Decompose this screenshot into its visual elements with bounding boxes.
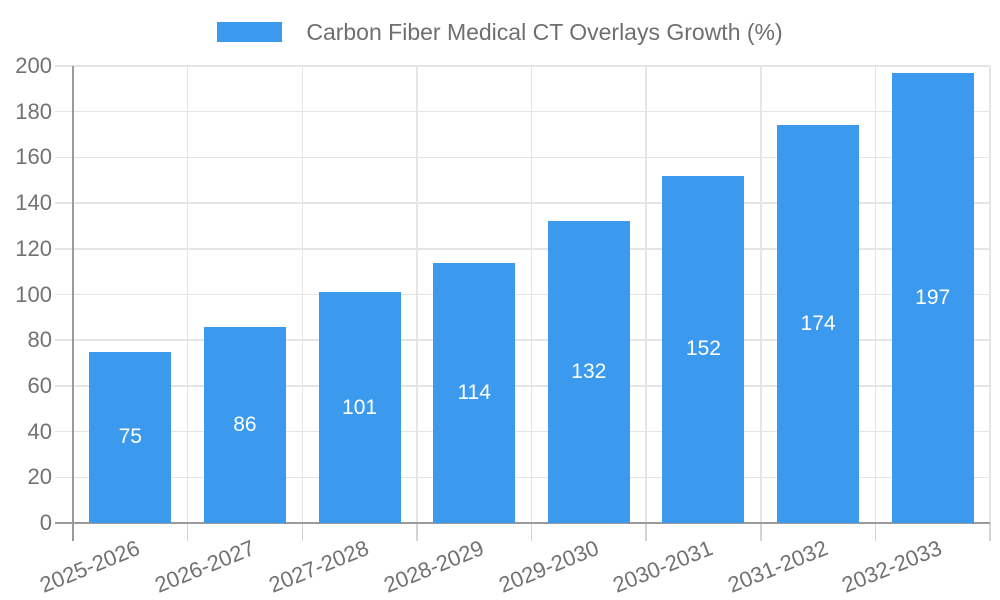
x-axis-category-label: 2032-2033 <box>838 535 946 598</box>
gridline-vertical <box>301 66 303 523</box>
y-axis-tick-label: 60 <box>27 372 52 398</box>
gridline-vertical <box>874 66 877 523</box>
bar-value-label: 86 <box>233 412 257 436</box>
x-axis-category-label: 2029-2030 <box>494 535 602 598</box>
gridline-horizontal <box>55 476 990 479</box>
gridline-horizontal <box>55 339 990 341</box>
bar-2031-2032[interactable]: 174 <box>777 125 860 523</box>
x-axis-tick <box>874 523 877 541</box>
x-axis-tick <box>301 523 303 541</box>
x-axis-category-label: 2026-2027 <box>151 535 258 598</box>
gridline-vertical <box>416 66 418 523</box>
gridline-vertical <box>186 66 189 523</box>
bar-value-label: 152 <box>685 337 721 361</box>
bar-2029-2030[interactable]: 132 <box>547 221 630 523</box>
bar-2030-2031[interactable]: 152 <box>662 175 745 523</box>
x-axis-category-label: 2027-2028 <box>265 535 373 598</box>
y-axis-tick-label: 80 <box>27 327 52 353</box>
legend-item[interactable]: Carbon Fiber Medical CT Overlays Growth … <box>217 19 783 45</box>
bar-value-label: 75 <box>118 425 142 449</box>
y-axis-tick-label: 0 <box>39 510 52 535</box>
bar-value-label: 132 <box>571 360 607 384</box>
gridline-vertical <box>760 66 762 523</box>
gridline-horizontal <box>55 110 990 113</box>
bar-value-label: 174 <box>800 312 836 336</box>
bar-value-label: 197 <box>915 285 951 309</box>
x-axis-tick <box>186 523 189 541</box>
legend-label: Carbon Fiber Medical CT Overlays Growth … <box>306 19 783 45</box>
y-axis-tick-label: 180 <box>15 98 52 124</box>
x-axis-category-label: 2028-2029 <box>380 535 488 598</box>
y-axis-line <box>72 66 74 541</box>
x-axis-tick <box>416 523 418 541</box>
gridline-horizontal <box>55 385 990 387</box>
gridline-horizontal <box>55 248 990 250</box>
x-axis-tick <box>989 523 991 541</box>
y-axis-tick-label: 140 <box>15 190 52 216</box>
legend-swatch-icon <box>217 22 283 42</box>
bar-2025-2026[interactable]: 75 <box>89 351 172 523</box>
bar-2027-2028[interactable]: 101 <box>318 292 401 523</box>
bar-value-label: 101 <box>342 395 378 419</box>
x-axis-category-label: 2025-2026 <box>36 535 144 598</box>
y-axis-tick-label: 160 <box>15 144 52 170</box>
gridline-vertical <box>645 66 647 523</box>
bar-2032-2033[interactable]: 197 <box>891 72 974 523</box>
plot-area: 0 20 40 60 80 100 120 140 160 180 200 75 2025-2026 86… <box>15 54 991 598</box>
gridline-horizontal <box>55 65 990 67</box>
gridline-horizontal <box>55 430 990 433</box>
y-axis-tick-label: 200 <box>15 53 52 78</box>
gridline-vertical <box>989 66 991 523</box>
x-axis-tick <box>530 523 533 541</box>
gridline-horizontal <box>55 156 990 159</box>
x-axis-tick <box>760 523 762 541</box>
y-axis-tick-label: 120 <box>15 235 52 261</box>
legend: Carbon Fiber Medical CT Overlays Growth … <box>0 19 1000 45</box>
y-axis-tick-label: 40 <box>27 418 52 444</box>
x-axis-category-label: 2030-2031 <box>609 535 717 598</box>
gridline-horizontal <box>55 293 990 296</box>
bar-2026-2027[interactable]: 86 <box>203 326 286 523</box>
gridline-vertical <box>530 66 533 523</box>
bar-value-label: 114 <box>457 380 491 404</box>
bar-2028-2029[interactable]: 114 <box>433 262 516 523</box>
gridline-horizontal <box>55 202 990 204</box>
y-axis-tick-label: 100 <box>15 281 52 307</box>
x-axis-line <box>55 522 990 524</box>
y-axis-tick-label: 20 <box>27 464 52 490</box>
x-axis-category-label: 2031-2032 <box>724 535 832 598</box>
x-axis-tick <box>645 523 647 541</box>
